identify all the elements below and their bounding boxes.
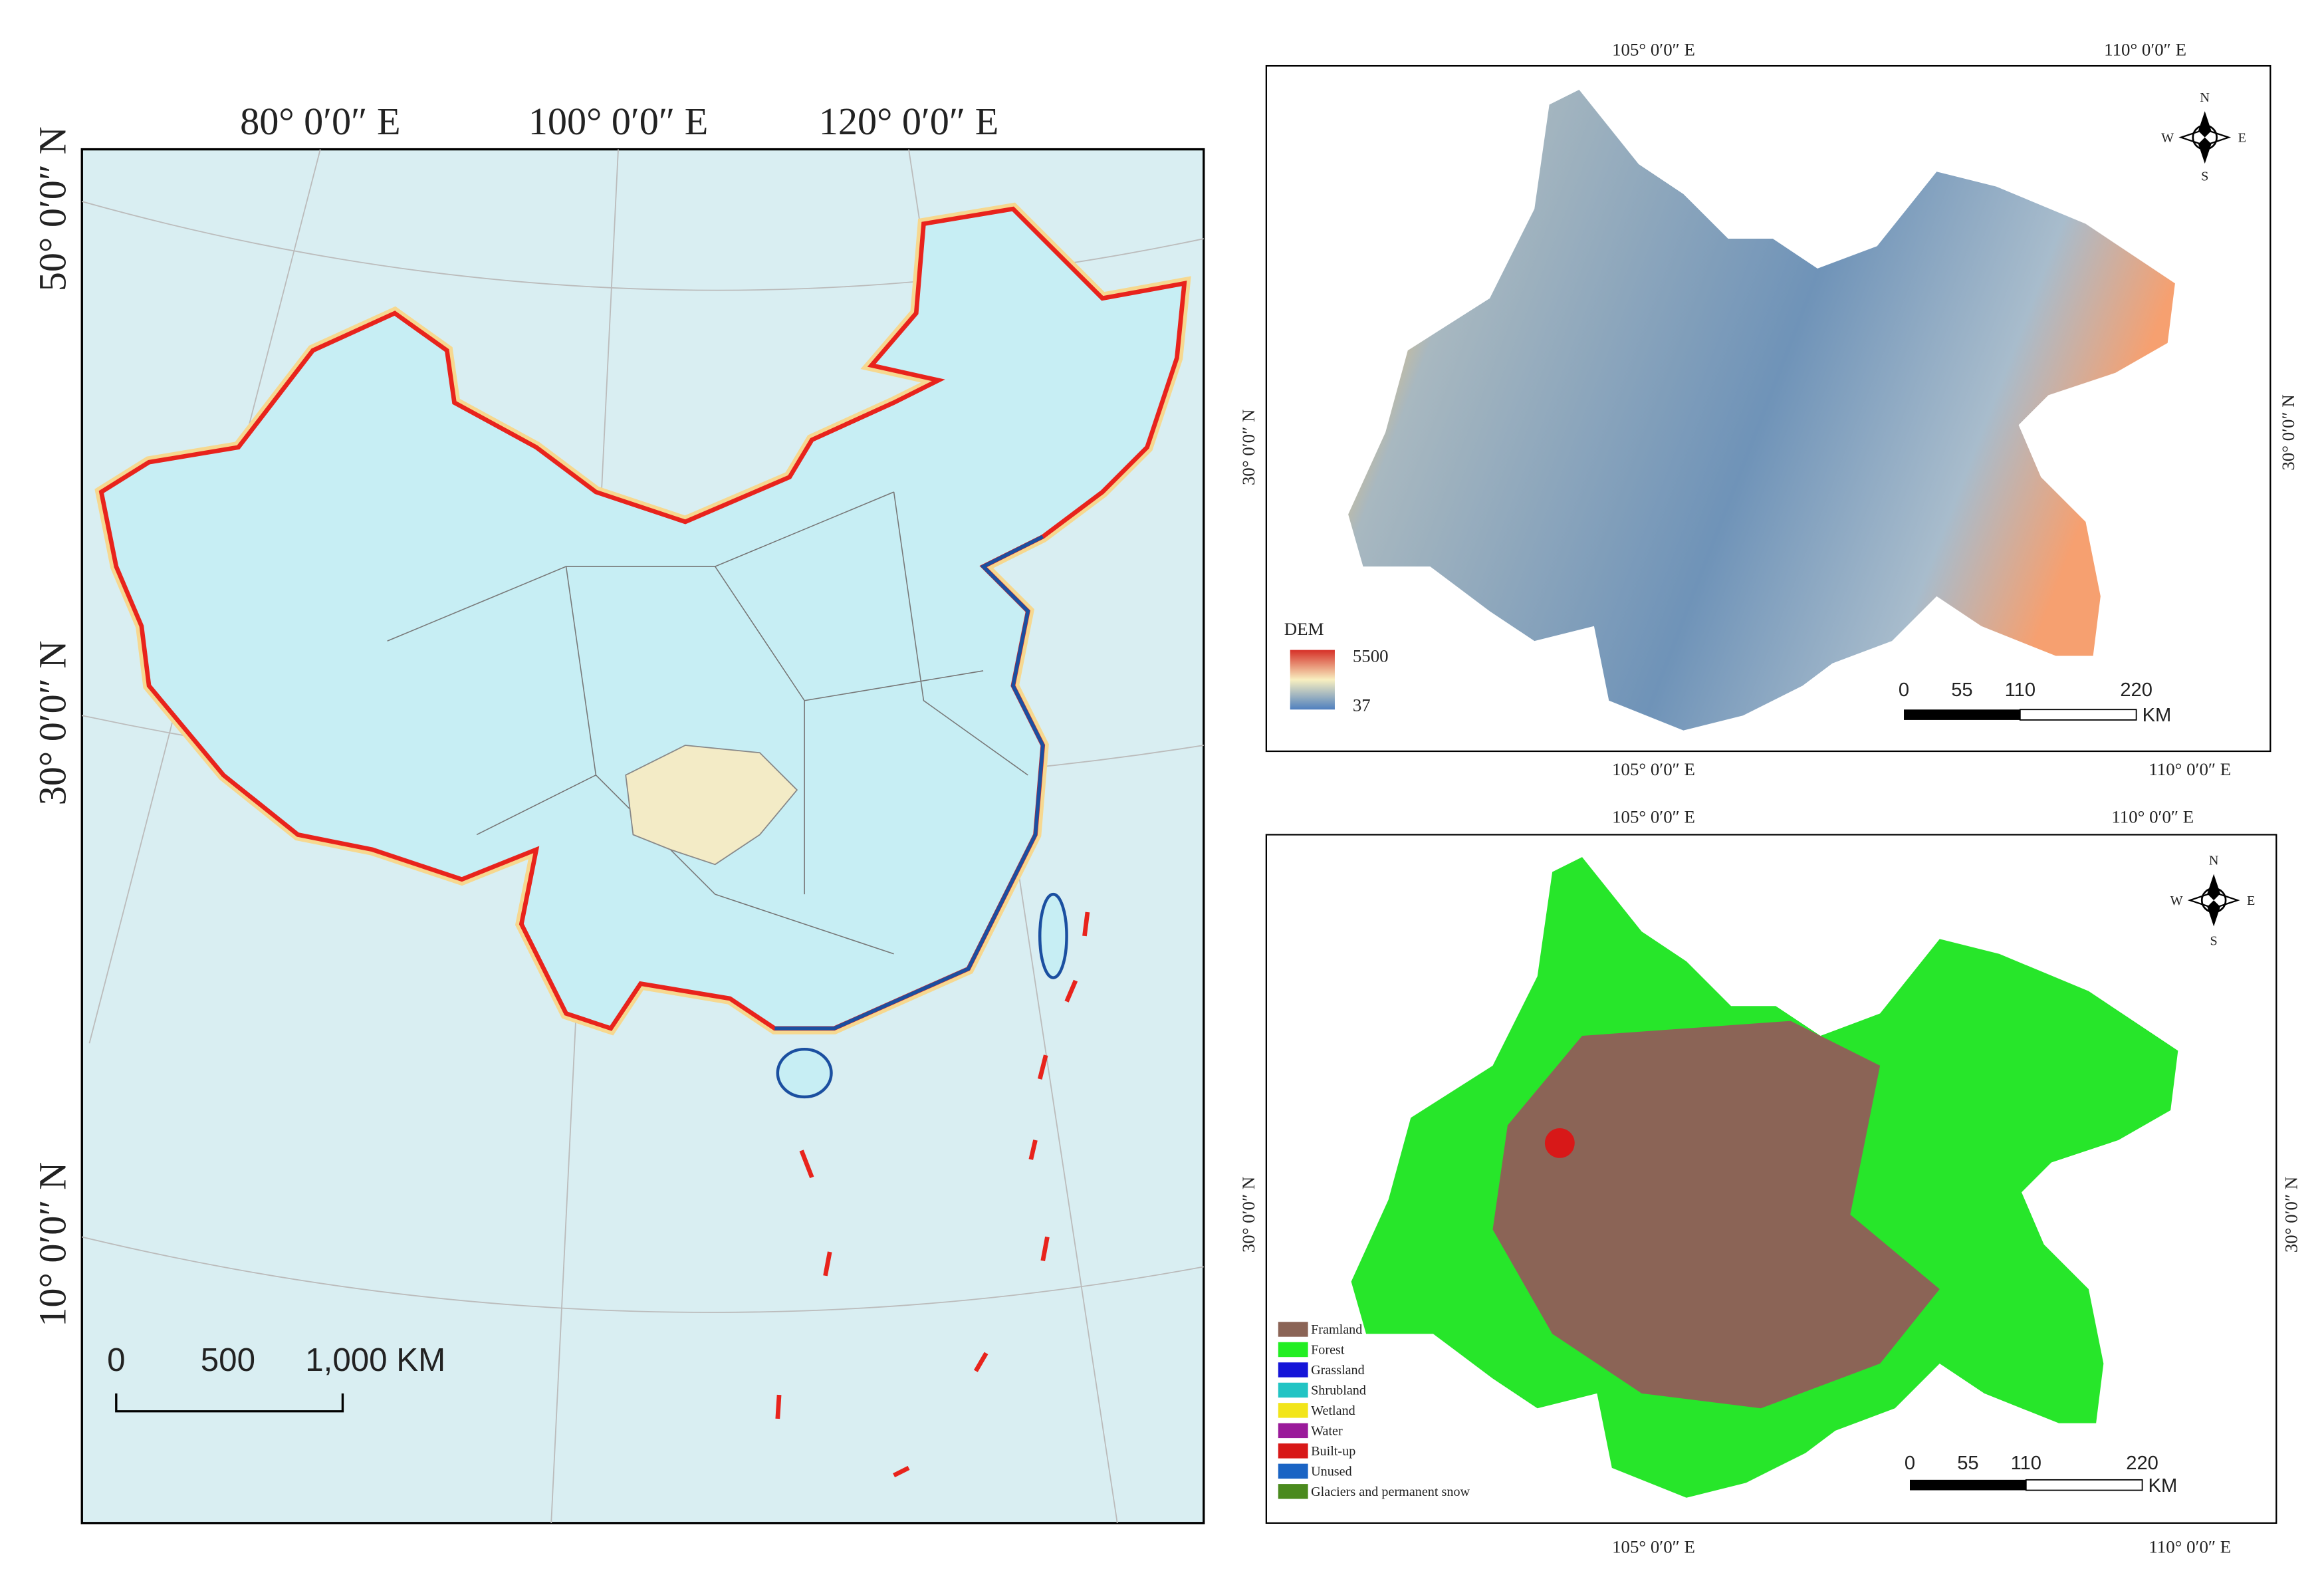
lon-label: 110° 0′0″ E bbox=[2111, 807, 2194, 827]
lat-label: 30° 0′0″ N bbox=[2278, 394, 2298, 470]
chongqing bbox=[625, 745, 798, 866]
scale-white bbox=[2019, 709, 2137, 721]
scale-unit: KM bbox=[2143, 705, 2172, 726]
lon-label: 100° 0′0″ E bbox=[528, 100, 709, 143]
scale-label: 220 bbox=[2120, 679, 2152, 701]
legend-swatch bbox=[1278, 1463, 1308, 1479]
lon-label: 105° 0′0″ E bbox=[1612, 39, 1695, 59]
dem-legend-ramp bbox=[1290, 650, 1335, 710]
legend-swatch bbox=[1278, 1403, 1308, 1418]
legend-label: Water bbox=[1311, 1424, 1343, 1439]
scale-bar bbox=[115, 1393, 344, 1413]
lat-label: 30° 0′0″ N bbox=[31, 640, 74, 805]
legend-swatch bbox=[1278, 1382, 1308, 1398]
scale-label: 500 bbox=[201, 1342, 255, 1378]
legend-swatch bbox=[1278, 1443, 1308, 1459]
scale-label: 0 bbox=[1905, 1453, 1915, 1474]
scale-label: 55 bbox=[1957, 1453, 1978, 1474]
scale-white bbox=[2025, 1479, 2143, 1491]
lon-label: 105° 0′0″ E bbox=[1612, 807, 1695, 827]
dem-legend-title: DEM bbox=[1284, 619, 1324, 639]
legend-label: Glaciers and permanent snow bbox=[1311, 1485, 1470, 1499]
scale-label: 0 bbox=[1899, 679, 1909, 701]
legend-label: Built-up bbox=[1311, 1444, 1355, 1459]
scale-label: 1,000 KM bbox=[305, 1342, 445, 1378]
lon-label: 80° 0′0″ E bbox=[240, 100, 401, 143]
landuse-legend: Framland Forest Grassland Shrubland Wetland W… bbox=[1278, 1322, 1470, 1499]
legend-swatch bbox=[1278, 1322, 1308, 1337]
legend-swatch bbox=[1278, 1342, 1308, 1358]
landuse-builtup bbox=[1544, 1128, 1575, 1158]
lat-label: 50° 0′0″ N bbox=[31, 126, 74, 291]
compass-s: S bbox=[2201, 170, 2208, 184]
compass-n: N bbox=[2209, 853, 2219, 868]
compass-n: N bbox=[2200, 90, 2210, 105]
scale-label: 110 bbox=[2011, 1453, 2041, 1474]
scale-black bbox=[1909, 1479, 2026, 1491]
compass-e: E bbox=[2247, 894, 2255, 908]
lon-label: 110° 0′0″ E bbox=[2104, 39, 2186, 59]
hainan bbox=[776, 1047, 833, 1099]
lat-label: 30° 0′0″ N bbox=[1238, 1177, 1258, 1253]
legend-swatch bbox=[1278, 1423, 1308, 1439]
compass-w: W bbox=[2170, 894, 2183, 908]
lat-label: 10° 0′0″ N bbox=[31, 1162, 74, 1327]
scale-unit: KM bbox=[2149, 1475, 2178, 1497]
dem-legend-low: 37 bbox=[1353, 695, 1371, 715]
china-outline bbox=[98, 206, 1187, 1031]
legend-swatch bbox=[1278, 1362, 1308, 1378]
lon-label: 120° 0′0″ E bbox=[819, 100, 999, 143]
scale-black bbox=[1904, 709, 2020, 720]
compass-s: S bbox=[2210, 933, 2218, 948]
legend-label: Forest bbox=[1311, 1343, 1345, 1358]
legend-label: Shrubland bbox=[1311, 1384, 1366, 1398]
scale-label: 0 bbox=[107, 1342, 125, 1378]
dem-legend-high: 5500 bbox=[1353, 646, 1389, 666]
nine-dash-line bbox=[775, 911, 1090, 1478]
landuse-raster bbox=[1351, 857, 2178, 1498]
legend-label: Framland bbox=[1311, 1322, 1362, 1337]
lon-label: 110° 0′0″ E bbox=[2149, 759, 2231, 779]
scale-label: 55 bbox=[1951, 679, 1972, 701]
taiwan bbox=[1038, 892, 1068, 979]
compass-e: E bbox=[2238, 130, 2246, 145]
compass-w: W bbox=[2161, 130, 2174, 145]
lon-label: 105° 0′0″ E bbox=[1612, 759, 1695, 779]
lat-label: 30° 0′0″ N bbox=[2281, 1177, 2301, 1253]
scale-bar: 0 55 110 220 KM bbox=[1899, 679, 2171, 726]
legend-label: Wetland bbox=[1311, 1403, 1355, 1418]
scale-label: 110 bbox=[2005, 679, 2035, 701]
legend-swatch bbox=[1278, 1484, 1308, 1499]
lat-label: 30° 0′0″ N bbox=[1238, 410, 1258, 485]
lon-label: 105° 0′0″ E bbox=[1612, 1537, 1695, 1557]
legend-label: Unused bbox=[1311, 1465, 1352, 1479]
landuse-farmland bbox=[1492, 1021, 1940, 1409]
legend-label: Grassland bbox=[1311, 1363, 1365, 1378]
scale-label: 220 bbox=[2126, 1453, 2158, 1474]
coastline bbox=[774, 535, 1045, 1031]
lon-label: 110° 0′0″ E bbox=[2149, 1537, 2231, 1557]
